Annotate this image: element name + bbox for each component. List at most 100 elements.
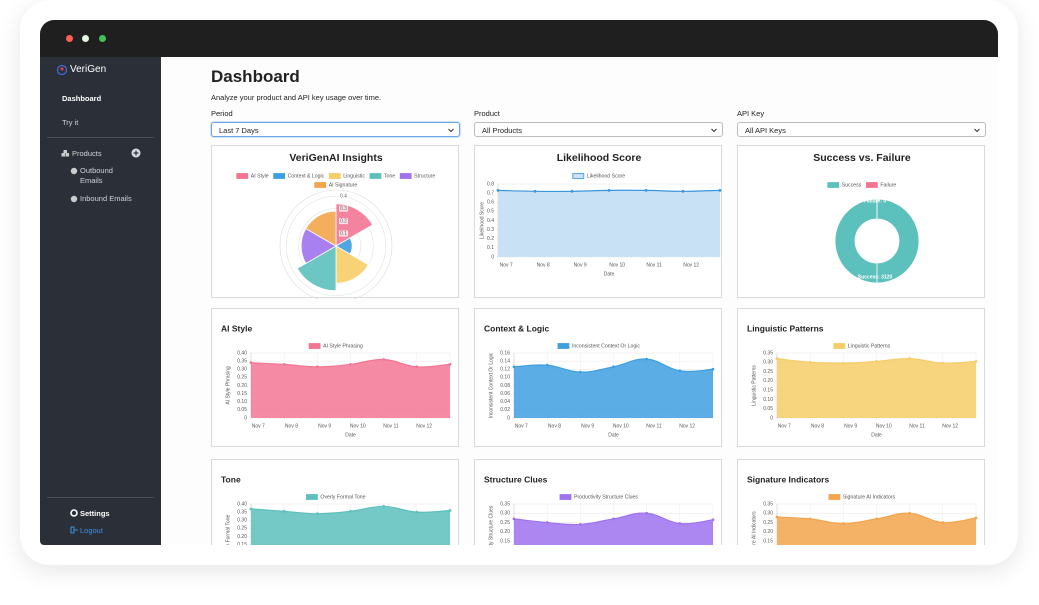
chart: Success vs. Failure Success Failure Success… xyxy=(813,152,920,284)
chevron xyxy=(974,128,980,133)
x-tick-label: Nov 12 xyxy=(416,423,432,429)
tick-backdrop xyxy=(339,230,348,237)
logout-icon xyxy=(70,526,78,534)
x-tick-label: Nov 7 xyxy=(252,423,265,429)
maximize-dot[interactable] xyxy=(99,35,106,42)
data-point xyxy=(875,359,878,363)
separator xyxy=(47,137,154,138)
y-tick-label: 0.25 xyxy=(763,369,773,375)
minimize-dot[interactable] xyxy=(82,35,89,42)
area-fill xyxy=(777,358,976,418)
y-tick-label: 0.14 xyxy=(500,358,510,364)
data-point xyxy=(349,362,352,366)
data-point xyxy=(349,509,352,513)
y-tick-label: 0.15 xyxy=(237,391,247,397)
x-tick-label: Nov 10 xyxy=(613,423,629,429)
nav-products[interactable]: Products xyxy=(72,149,102,158)
sidebar: VeriGen Dashboard Try it Products Outbou… xyxy=(40,57,161,545)
data-point xyxy=(448,362,452,366)
polar-segment xyxy=(296,245,337,292)
area-fill xyxy=(777,513,976,545)
product-select[interactable]: All Products xyxy=(474,122,723,137)
tick-backdrop xyxy=(339,193,348,200)
data-point xyxy=(382,358,386,361)
y-tick-label: 0.35 xyxy=(237,509,247,515)
nav-logout[interactable]: Logout xyxy=(80,526,103,535)
r-tick-label: 0.1 xyxy=(340,231,347,237)
data-point xyxy=(808,360,812,364)
data-point xyxy=(612,517,615,521)
legend-label: Signature AI Indicators xyxy=(843,494,896,500)
chart-card: Signature Indicators Signature AI Indicat… xyxy=(737,459,985,545)
chart-card: AI Style AI Style Phrasing 0 0.05 0.10 0.15 0.… xyxy=(211,308,459,447)
title-bar xyxy=(40,20,998,57)
data-point xyxy=(678,369,682,373)
chart: Linguistic Patterns Linguistic Patterns 0 0… xyxy=(747,323,978,438)
y-tick-label: 0.6 xyxy=(487,200,494,206)
x-tick-label: Nov 12 xyxy=(942,423,958,429)
filter-label: Product xyxy=(474,109,500,118)
settings-icon xyxy=(70,509,78,517)
chart: Structure Clues Productivity Structure Cl… xyxy=(484,474,715,545)
y-tick-label: 0.02 xyxy=(500,407,510,413)
nav-outbound-emails[interactable]: Outbound Emails xyxy=(80,166,113,185)
area-fill xyxy=(514,513,713,545)
data-point xyxy=(775,515,779,519)
add-product-button[interactable] xyxy=(131,148,141,158)
polar-segment xyxy=(335,245,369,284)
chart-card: VeriGenAI Insights AI Style Context & Logi… xyxy=(211,145,459,299)
y-tick-label: 0.35 xyxy=(763,350,773,356)
tick-backdrop xyxy=(339,218,348,225)
x-tick-label: Nov 7 xyxy=(778,423,791,429)
area-fill xyxy=(498,190,720,257)
y-tick-label: 0.10 xyxy=(237,399,247,405)
nav-try-it[interactable]: Try it xyxy=(62,118,79,127)
brand-logo xyxy=(56,64,68,76)
x-tick-label: Nov 8 xyxy=(537,262,550,268)
y-tick-label: 0.20 xyxy=(763,529,773,535)
y-tick-label: 0.15 xyxy=(763,538,773,544)
y-tick-label: 0.05 xyxy=(763,406,773,412)
chart-title: Context & Logic xyxy=(484,323,549,333)
nav-inbound-emails[interactable]: Inbound Emails xyxy=(80,194,132,203)
data-point xyxy=(711,518,715,522)
y-tick-label: 0.40 xyxy=(237,350,247,356)
filter-label: API Key xyxy=(737,109,765,118)
nav-dashboard[interactable]: Dashboard xyxy=(62,94,102,103)
y-tick-label: 0.4 xyxy=(487,218,494,224)
close-dot[interactable] xyxy=(66,35,73,42)
legend-label: Overly Formal Tone xyxy=(320,494,365,500)
page-subtitle: Analyze your product and API key usage o… xyxy=(211,93,382,102)
y-axis-title: AI Style Phrasing xyxy=(225,366,231,405)
r-tick-label: 0.2 xyxy=(340,218,347,224)
period-select[interactable]: Last 7 Days xyxy=(211,122,460,137)
nav-settings[interactable]: Settings xyxy=(80,509,110,518)
data-point xyxy=(282,362,286,366)
legend-swatch xyxy=(369,173,382,179)
legend-swatch xyxy=(827,182,840,188)
chart: AI Style AI Style Phrasing 0 0.05 0.10 0.15 0.… xyxy=(221,323,452,438)
x-tick-label: Nov 11 xyxy=(646,262,662,268)
r-tick-label: 0.4 xyxy=(340,194,347,200)
y-tick-label: 0.30 xyxy=(237,367,247,373)
api-key-select[interactable]: All API Keys xyxy=(737,122,986,137)
y-tick-label: 0.15 xyxy=(237,542,247,545)
chart-title: AI Style xyxy=(221,323,252,333)
legend-swatch xyxy=(828,494,841,500)
outbound-icon xyxy=(70,167,78,175)
data-point xyxy=(512,365,516,369)
data-point xyxy=(249,361,253,365)
x-axis-title: Date xyxy=(345,432,356,438)
legend-label: Linguistic xyxy=(343,173,365,179)
app-window: VeriGen Dashboard Try it Products Outbou… xyxy=(40,20,998,545)
y-tick-label: 0.10 xyxy=(763,397,773,403)
legend-label: Failure xyxy=(880,182,896,188)
legend-swatch xyxy=(236,173,249,179)
legend-swatch xyxy=(865,182,878,188)
data-point xyxy=(578,523,582,526)
data-point xyxy=(941,361,945,365)
data-point xyxy=(974,359,978,363)
data-point xyxy=(875,517,878,521)
y-tick-label: 0.25 xyxy=(500,520,510,526)
